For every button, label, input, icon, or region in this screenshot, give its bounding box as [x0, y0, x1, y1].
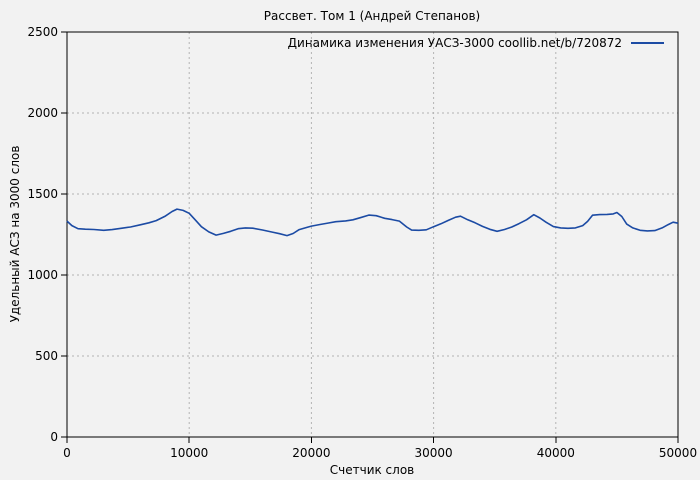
x-tick-label: 20000 [292, 446, 331, 460]
y-tick-label: 2000 [27, 106, 58, 120]
x-tick-label: 30000 [414, 446, 453, 460]
legend-line-sample [631, 42, 664, 44]
y-tick-label: 2500 [27, 25, 58, 39]
chart-title: Рассвет. Том 1 (Андрей Степанов) [263, 9, 481, 23]
x-tick-label: 50000 [658, 446, 698, 460]
x-tick-label: 40000 [536, 446, 575, 460]
x-axis-label: Счетчик слов [329, 463, 415, 477]
y-tick-label: 500 [35, 349, 58, 363]
plot-border [66, 31, 679, 438]
y-tick-label: 1000 [27, 268, 58, 282]
legend: Динамика изменения УАСЗ-3000 coollib.net… [288, 36, 664, 50]
series-line [66, 208, 679, 237]
y-tick-label: 0 [50, 430, 58, 444]
y-axis-label: Удельный АСЗ на 3000 слов [8, 145, 22, 323]
x-tick-label: 0 [63, 446, 71, 460]
legend-label: Динамика изменения УАСЗ-3000 coollib.net… [287, 36, 622, 50]
x-tick-label: 10000 [170, 446, 209, 460]
y-tick-label: 1500 [27, 187, 58, 201]
